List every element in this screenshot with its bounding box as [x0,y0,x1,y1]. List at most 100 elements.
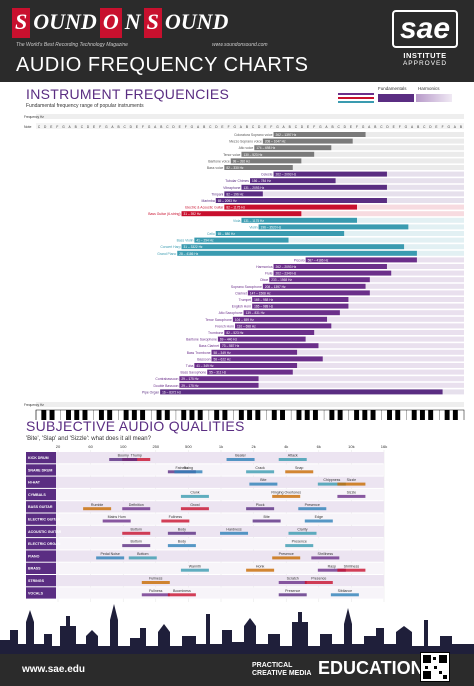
harmonics-bar [335,178,464,184]
quality-tag: Shrillness [318,552,334,556]
note-letter: A [454,125,457,129]
instrument-range: 58 – 622 Hz [213,357,231,361]
instrument-range: 262 – 2093 Hz [276,265,297,269]
instrument-range: 262 – 2093 Hz [276,173,297,177]
fundamental-bar [235,323,332,329]
note-letter: C [81,125,84,129]
harmonics-bar [314,151,464,157]
quality-tag: Ringing Overtones [271,491,301,495]
quality-range-bar [174,470,203,474]
instrument-name: Bass Clarinet [199,344,219,348]
fundamental-bar [273,264,387,269]
note-row [36,123,464,129]
quality-row-label-bg [26,488,56,501]
instrument-range: 55 – 311 Hz [209,371,226,375]
harmonics-bar [314,330,464,335]
quality-tag: Bite [264,515,270,519]
quality-tag: Presence [292,540,307,544]
fundamental-bar [179,376,259,382]
quality-tag: Clunk [190,491,199,495]
quality-row-label-bg [26,562,56,574]
instrument-name: Bass Guitar (6-string) [148,212,180,216]
harmonics-bar [262,191,464,197]
qualities-section-title: SUBJECTIVE AUDIO QUALITIES [26,418,245,434]
quality-instrument-name: KICK DRUM [28,456,49,460]
harmonics-bar [408,224,464,230]
quality-row [26,575,384,587]
quality-range-bar [246,568,275,572]
instrument-range: 262 – 1397 Hz [276,133,297,137]
qr-code[interactable] [420,652,450,682]
instrument-name: Alto voice [239,146,254,150]
note-letter: D [44,125,47,129]
quality-row-label-bg [26,575,56,587]
instrument-name: Tubular Chimes [225,179,249,183]
quality-tag: Shrillness [344,564,360,568]
quality-tag: Fullness [149,589,163,593]
quality-range-bar [330,593,359,597]
instrument-range: 29 – 175 Hz [181,384,199,388]
note-letter: F [270,125,272,129]
note-letter: C [252,125,255,129]
black-key [140,410,146,420]
fundamental-bar [194,363,298,368]
instrument-name: Bass Violin [177,239,194,243]
instrument-range: 196 – 3520 Hz [261,225,282,229]
fundamental-bar [224,165,293,170]
harmonics-bar [331,323,464,329]
harmonics-bar [327,316,464,322]
qualities-section-subtitle: 'Bite', 'Slap' and 'Sizzle': what does i… [26,436,151,442]
black-key [123,410,129,420]
note-letter: D [301,125,304,129]
note-letter: B [246,125,248,129]
quality-tag: Hardness [226,527,242,531]
quality-tag: Snap [295,466,303,470]
quality-tag: Definition [129,503,144,507]
note-letter: B [460,125,462,129]
footer-url[interactable]: www.sae.edu [22,664,85,675]
instrument-name: Alto Saxophone [219,311,243,315]
black-key [395,410,401,420]
quality-range-bar [83,507,112,511]
quality-tag: Bottom [131,540,142,544]
note-letter: C [423,125,426,129]
fundamental-bar [262,283,366,289]
harmonics-bar [331,145,464,151]
black-key [66,410,71,420]
instrument-range: 131 – 1175 Hz [243,219,264,223]
quality-tag: Sizzle [347,478,357,482]
qualities-freq-tick: 250 [152,444,159,449]
instrument-name: Violin [249,225,257,229]
instrument-name: Marimba [202,199,215,203]
quality-range-bar [246,470,275,474]
instrument-name: Bass Saxophone [181,371,207,375]
note-letter: B [75,125,77,129]
quality-tag: Sibilance [338,589,353,593]
qualities-freq-tick: 4k [284,444,288,449]
quality-tag: Scratch [287,577,299,581]
quality-range-bar [102,519,131,523]
magazine-tagline: The World's Best Recording Technology Ma… [16,42,128,48]
instrument-name: Tenor voice [223,153,240,157]
note-letter: F [99,125,101,129]
quality-row-label-bg [26,587,56,599]
instrument-name: Bass voice [207,166,224,170]
instrument-section-subtitle: Fundamental frequency range of popular i… [26,103,144,109]
black-key [98,410,104,420]
qualities-freq-tick: 60 [88,444,93,449]
instrument-name: Electric & Acoustic Guitar [185,206,224,210]
footer-practical: PRACTICAL CREATIVE MEDIA [252,662,312,677]
fundamental-bar [243,310,340,316]
fundamental-bar [215,231,345,236]
note-letter: G [362,125,365,129]
fundamental-bar [273,132,366,137]
note-letter: C [38,125,41,129]
quality-range-bar [246,507,275,511]
fundamental-bar [269,277,370,283]
note-letter: E [307,125,309,129]
harmonics-bar [297,349,464,355]
note-letter: D [344,125,347,129]
note-letter: D [130,125,133,129]
footer-banner [0,654,474,686]
instrument-range: 208 – 1397 Hz [265,285,286,289]
